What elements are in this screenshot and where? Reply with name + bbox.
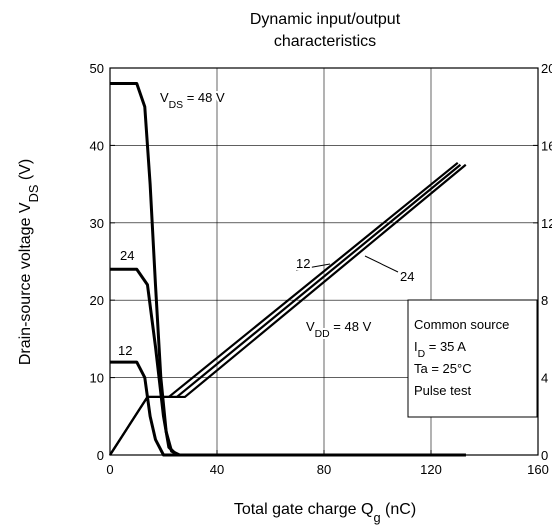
y2-tick-label: 0 — [541, 448, 548, 463]
annotation-text: V — [160, 90, 169, 105]
x-tick-label: 160 — [527, 462, 549, 477]
condition-text: Pulse test — [414, 383, 471, 398]
y2-tick-label: 16 — [541, 138, 552, 153]
annotation-text: V — [306, 319, 315, 334]
conditions-box — [407, 299, 538, 418]
leader-line — [295, 263, 331, 271]
series-line — [109, 163, 467, 456]
annotation-text: = 48 V — [183, 90, 225, 105]
annotation-subscript: DS — [169, 100, 184, 111]
x-axis-label-text: Total gate charge Q — [234, 501, 374, 518]
y-axis-label-subscript: DS — [26, 185, 41, 203]
x-axis-label-text: (nC) — [381, 501, 417, 518]
chart-title: Dynamic input/output — [250, 11, 401, 28]
y2-tick-label: 8 — [541, 293, 548, 308]
annotation: 24 — [400, 269, 414, 284]
condition: Pulse test — [414, 383, 471, 398]
condition: ID = 35 A — [414, 339, 466, 360]
x-tick-label: 40 — [210, 462, 224, 477]
annotation-text: 24 — [400, 269, 414, 284]
condition-subscript: D — [418, 349, 426, 360]
condition-text: = 35 A — [425, 339, 466, 354]
y2-tick-label: 20 — [541, 61, 552, 76]
y-tick-label: 30 — [90, 216, 104, 231]
y2-tick-label: 12 — [541, 216, 552, 231]
x-tick-label: 120 — [420, 462, 442, 477]
y-tick-label: 10 — [90, 371, 104, 386]
annotation-text: 12 — [296, 256, 310, 271]
annotation-subscript: DD — [315, 329, 330, 340]
condition-text: I — [414, 339, 418, 354]
annotation: VDD = 48 V — [306, 319, 372, 340]
annotation: 12 — [296, 256, 310, 271]
x-tick-label: 80 — [317, 462, 331, 477]
annotation: 12 — [118, 343, 132, 358]
condition: Ta = 25°C — [414, 361, 472, 376]
plot-frame — [109, 67, 539, 456]
leader-line — [364, 255, 399, 273]
y-tick-label: 0 — [97, 448, 104, 463]
annotation-text: 24 — [120, 248, 134, 263]
y-axis-label-text: Drain-source voltage V — [17, 202, 34, 365]
condition-text: Ta = 25°C — [414, 361, 472, 376]
annotation: VDS = 48 V — [160, 90, 225, 111]
annotation-text: 12 — [118, 343, 132, 358]
y-tick-label: 20 — [90, 293, 104, 308]
annotation: 24 — [120, 248, 134, 263]
condition-text: Common source — [414, 317, 509, 332]
x-axis-label-subscript: g — [373, 510, 380, 525]
chart-title: characteristics — [274, 33, 376, 50]
x-tick-label: 0 — [106, 462, 113, 477]
condition: Common source — [414, 317, 509, 332]
y2-tick-label: 4 — [541, 371, 548, 386]
x-axis-label: Total gate charge Qg (nC) — [234, 501, 416, 525]
y-tick-label: 40 — [90, 138, 104, 153]
y-axis-label: Drain-source voltage VDS (V) — [17, 159, 41, 365]
annotation-text: = 48 V — [330, 319, 372, 334]
y-tick-label: 50 — [90, 61, 104, 76]
y-axis-label-text: (V) — [17, 159, 34, 185]
